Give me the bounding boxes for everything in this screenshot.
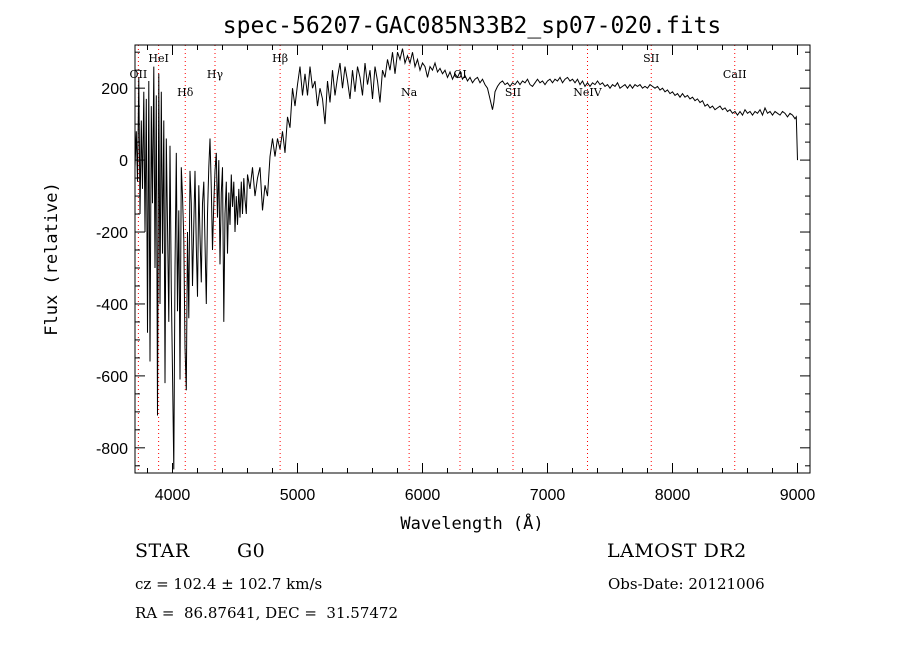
plot-frame [134,44,811,474]
x-tick-label-4: 8000 [655,487,691,504]
axis-tick-labels: 4000 5000 6000 7000 8000 9000 -800 -600 -400 -200… [96,81,815,504]
y-tick-label-1: -600 [96,369,128,386]
x-tick-label-0: 4000 [155,487,191,504]
x-tick-label-1: 5000 [280,487,316,504]
line-label-4: Hβ [272,52,288,65]
y-tick-label-5: 200 [101,81,128,98]
y-tick-label-0: -800 [96,441,128,458]
line-label-10: CaII [723,68,747,81]
x-tick-label-2: 6000 [405,487,441,504]
line-label-6: OI [453,68,466,81]
spectral-line-markers [137,45,736,473]
y-tick-label-4: 0 [119,153,128,170]
chart-title: spec-56207-GAC085N33B2_sp07-020.fits [223,13,722,39]
y-tick-label-3: -200 [96,225,128,242]
line-label-8: NeIV [573,86,602,99]
line-label-2: Hδ [177,86,194,99]
y-axis-label: Flux (relative) [42,182,62,336]
y-tick-label-2: -400 [96,297,128,314]
axis-ticks [135,45,810,473]
line-label-7: SII [505,86,521,99]
redshift-velocity: cz = 102.4 ± 102.7 km/s [135,575,323,593]
observation-date: Obs-Date: 20121006 [608,575,765,593]
object-class: STAR [135,540,190,562]
line-label-5: Na [401,86,418,99]
line-label-1: HeI [148,52,168,65]
line-label-3: Hγ [207,68,224,81]
x-axis-label: Wavelength (Å) [400,512,543,534]
sky-coordinates: RA = 86.87641, DEC = 31.57472 [135,604,399,622]
line-label-0: OII [130,68,148,81]
survey-name: LAMOST DR2 [607,540,747,562]
object-subclass: G0 [237,540,266,562]
x-tick-label-3: 7000 [530,487,566,504]
x-tick-label-5: 9000 [780,487,816,504]
line-label-9: SII [643,52,659,65]
spectrum-line [134,48,798,470]
